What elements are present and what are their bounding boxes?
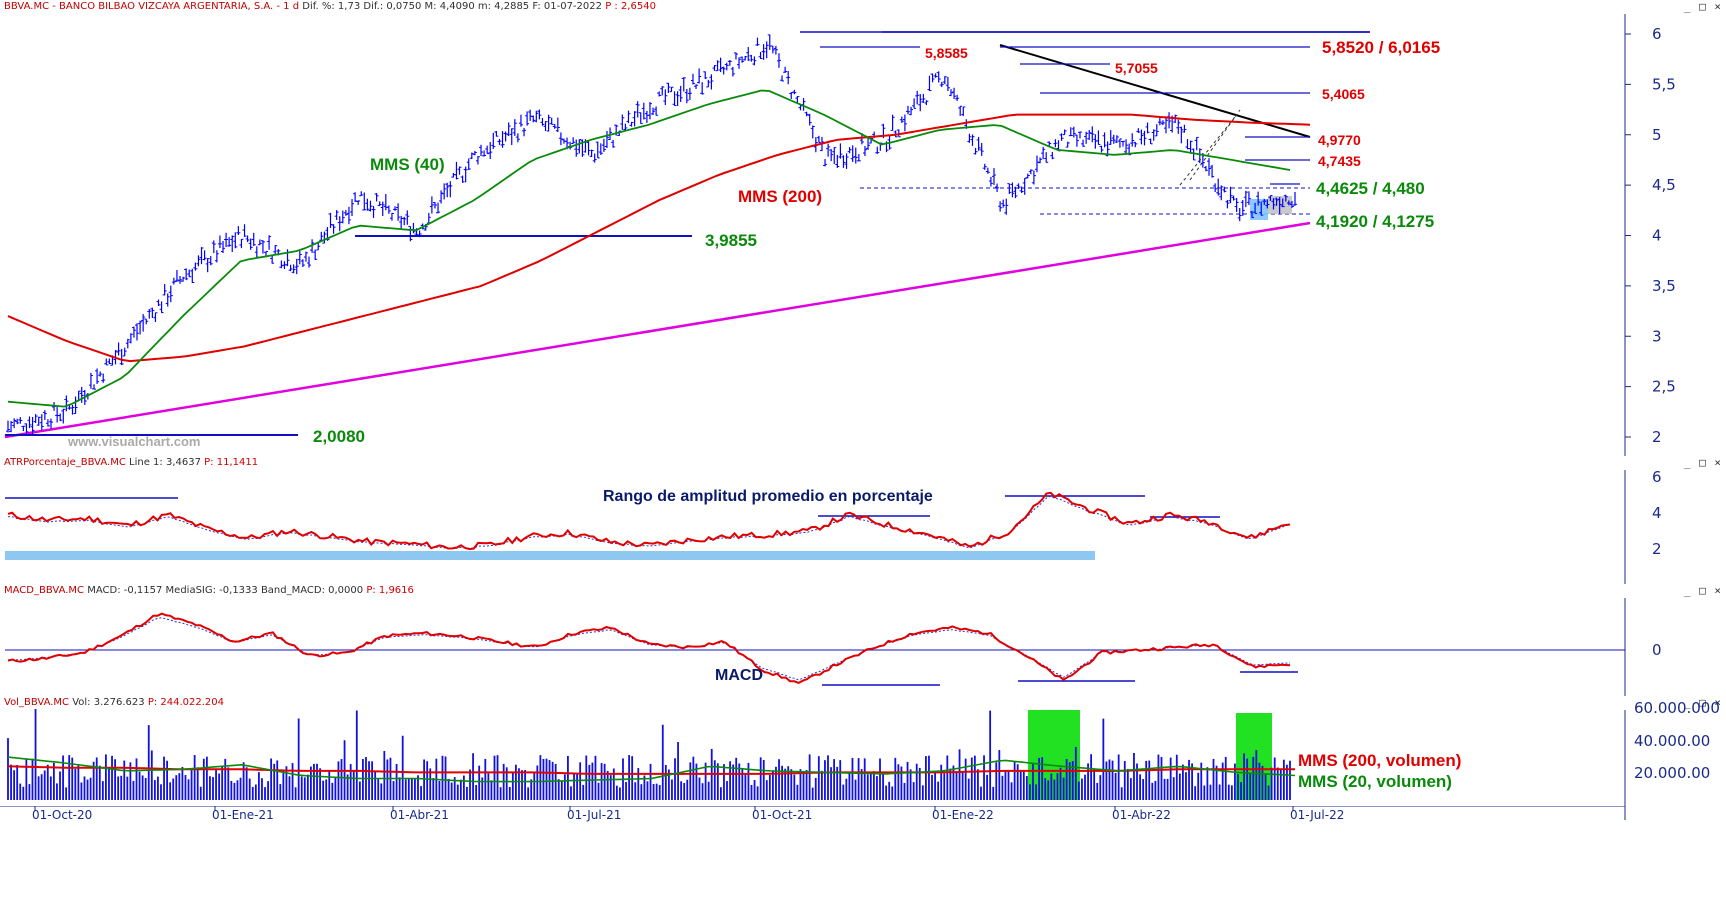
price-ytick-label: 2 [1652,428,1662,446]
atr-signal-line [7,495,1291,550]
trend-support-line [4,221,1311,439]
price-header-name: BBVA.MC - BANCO BILBAO VIZCAYA ARGENTARI… [4,1,300,12]
x-label: 01-Ene-21 [212,808,274,822]
vol-header-name: Vol_BBVA.MC [4,697,70,708]
vol-panel-header: Vol_BBVA.MC Vol: 3.276.623 P: 244.022.20… [4,697,224,708]
price-ytick-label: 5 [1652,126,1662,144]
price-chart: 6 5,5 5 4,5 4 3,5 3 2,5 2 MMS (40) MMS (200) 3,9… [4,14,1676,456]
atr-panel-header: ATRPorcentaje_BBVA.MC Line 1: 3,4637 P: … [4,457,258,468]
vol-mms200-line [7,765,1295,775]
price-bars [6,34,1297,435]
level-57055: 5,7055 [1115,60,1158,76]
x-label: 01-Abr-22 [1112,808,1171,822]
price-ytick-label: 3 [1652,327,1662,345]
price-ytick-label: 6 [1652,25,1662,43]
macd-panel: MACD_BBVA.MC MACD: -0,1157 MediaSIG: -0,… [0,584,1726,697]
atr-ytick-label: 6 [1652,468,1662,486]
atr-header-values: Line 1: 3,4637 [129,457,201,468]
macd-panel-header: MACD_BBVA.MC MACD: -0,1157 MediaSIG: -0,… [4,585,414,596]
level-47435: 4,7435 [1318,153,1361,169]
level-58520: 5,8520 / 6,0165 [1322,38,1440,57]
vol-mms20-label: MMS (20, volumen) [1298,772,1452,791]
x-label: 01-Ene-22 [932,808,994,822]
atr-ytick-label: 2 [1652,540,1662,558]
mms200-label: MMS (200) [738,187,822,206]
volume-chart: 60.000.000 40.000.00 20.000.00 MMS (200,… [7,699,1720,806]
price-panel: BBVA.MC - BANCO BILBAO VIZCAYA ARGENTARI… [0,0,1726,457]
atr-chart: 6 4 2 Rango de amplitud promedio en porcen… [5,468,1662,584]
macd-header-values: MACD: -0,1157 MediaSIG: -0,1333 Band_MAC… [87,585,364,596]
price-ytick-label: 2,5 [1652,378,1676,396]
macd-header-name: MACD_BBVA.MC [4,585,85,596]
atr-header-p: P: 11,1411 [204,457,259,468]
atr-header-name: ATRPorcentaje_BBVA.MC [4,457,126,468]
level-49770: 4,9770 [1318,132,1361,148]
macd-ytick-0: 0 [1652,641,1662,659]
level-41920: 4,1920 / 4,1275 [1316,212,1434,231]
vol-mms200-label: MMS (200, volumen) [1298,751,1461,770]
atr-window-buttons[interactable]: _ □ × [1683,456,1722,469]
mms40-label: MMS (40) [370,155,445,174]
price-header-values: Dif. %: 1,73 Dif.: 0,0750 M: 4,4090 m: 4… [299,1,602,12]
vol-header-p: P: 244.022.204 [147,697,225,708]
x-label: 01-Oct-20 [32,808,92,822]
level-20080: 2,0080 [313,427,365,446]
atr-line [7,491,1291,551]
macd-chart: 0 MACD [5,598,1662,696]
price-panel-header: BBVA.MC - BANCO BILBAO VIZCAYA ARGENTARI… [4,1,656,12]
macd-signal-line [7,617,1291,681]
vol-ytick-top: 60.000.000 [1634,699,1720,717]
volume-bars [7,708,1291,800]
volume-panel: Vol_BBVA.MC Vol: 3.276.623 P: 244.022.20… [0,696,1726,806]
level-58585: 5,8585 [925,45,968,61]
x-label: 01-Jul-22 [1290,808,1344,822]
macd-label: MACD [715,667,763,684]
price-ytick-label: 4,5 [1652,176,1676,194]
x-label: 01-Abr-21 [390,808,449,822]
level-39855: 3,9855 [705,231,757,250]
vol-header-values: Vol: 3.276.623 [72,697,145,708]
price-header-p: P : 2,6540 [605,1,656,12]
price-ytick-label: 3,5 [1652,277,1676,295]
vol-ytick-20m: 20.000.00 [1634,764,1710,782]
level-44625: 4,4625 / 4,480 [1316,179,1425,198]
watermark: www.visualchart.com [67,434,200,449]
macd-window-buttons[interactable]: _ □ × [1683,584,1722,597]
mms40-line [7,89,1291,408]
trend-resistance-line [999,44,1311,138]
x-label: 01-Oct-21 [752,808,812,822]
vol-window-buttons[interactable]: _ □ × [1683,696,1722,709]
atr-panel: ATRPorcentaje_BBVA.MC Line 1: 3,4637 P: … [0,456,1726,585]
vol-mms20-line [7,756,1296,783]
mms200-line [7,113,1311,363]
x-axis: 01-Oct-20 01-Ene-21 01-Abr-21 01-Jul-21 01-O… [0,806,1626,822]
price-window-buttons[interactable]: _ □ × [1683,0,1722,13]
macd-header-p: P: 1,9616 [366,585,414,596]
price-ytick-label: 5,5 [1652,75,1676,93]
atr-ytick-label: 4 [1652,504,1662,522]
price-ytick-label: 4 [1652,227,1662,245]
atr-label: Rango de amplitud promedio en porcentaje [603,488,933,505]
level-54065: 5,4065 [1322,86,1365,102]
x-label: 01-Jul-21 [567,808,621,822]
vol-ytick-40m: 40.000.00 [1634,732,1710,750]
macd-line [7,612,1291,684]
